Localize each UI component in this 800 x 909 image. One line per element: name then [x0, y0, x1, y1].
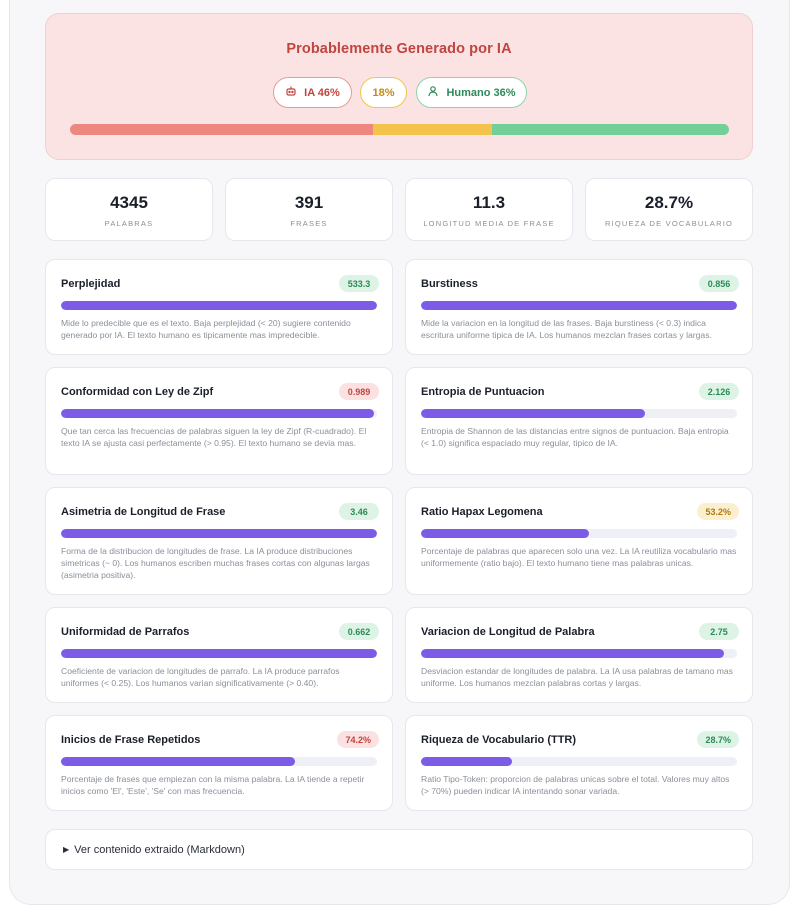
metric-fill [421, 301, 737, 310]
metric-value-badge: 0.989 [339, 383, 379, 400]
human-score-pill: Humano 36% [416, 77, 527, 108]
metric-card-hapax: Ratio Hapax Legomena 53.2% Porcentaje de… [405, 487, 753, 595]
extracted-content-toggle[interactable]: ▶ Ver contenido extraido (Markdown) [45, 829, 753, 870]
metric-description: Coeficiente de variacion de longitudes d… [61, 666, 340, 688]
robot-icon [285, 85, 297, 100]
extracted-content-label: Ver contenido extraido (Markdown) [74, 843, 245, 856]
metric-value-badge: 2.126 [699, 383, 739, 400]
mixed-segment [373, 124, 492, 135]
metric-card-sentence-skew: Asimetria de Longitud de Frase 3.46 Form… [45, 487, 393, 595]
metric-card-ttr: Riqueza de Vocabulario (TTR) 28.7% Ratio… [405, 715, 753, 811]
metric-description: Mide lo predecible que es el texto. Baja… [61, 318, 351, 340]
metric-card-punctuation-entropy: Entropia de Puntuacion 2.126 Entropia de… [405, 367, 753, 475]
ai-segment [70, 124, 374, 135]
metric-fill [61, 529, 377, 538]
metric-description: Forma de la distribucion de longitudes d… [61, 546, 370, 580]
metric-title: Riqueza de Vocabulario (TTR) [421, 734, 577, 746]
stat-value: 11.3 [472, 193, 506, 212]
metric-title: Inicios de Frase Repetidos [61, 734, 201, 746]
metric-description: Desviacion estandar de longitudes de pal… [421, 666, 733, 688]
verdict-card: Probablemente Generado por IA IA 46% 18%… [45, 13, 753, 160]
metric-card-zipf: Conformidad con Ley de Zipf 0.989 Que ta… [45, 367, 393, 475]
metric-description: Que tan cerca las frecuencias de palabra… [61, 426, 367, 448]
metric-fill [61, 757, 296, 766]
metric-title: Uniformidad de Parrafos [61, 626, 190, 638]
metric-track [421, 757, 737, 766]
stat-words: 4345 PALABRAS [45, 178, 213, 241]
metric-value-badge: 74.2% [337, 731, 379, 748]
metric-title: Variacion de Longitud de Palabra [421, 626, 595, 638]
mixed-score-label: 18% [372, 86, 395, 99]
metric-title: Asimetria de Longitud de Frase [61, 506, 226, 518]
metric-value-badge: 28.7% [697, 731, 739, 748]
verdict-title: Probablemente Generado por IA [286, 41, 512, 57]
metric-fill [61, 409, 374, 418]
metric-card-paragraph-uniformity: Uniformidad de Parrafos 0.662 Coeficient… [45, 607, 393, 703]
metric-title: Entropia de Puntuacion [421, 386, 545, 398]
metric-card-burstiness: Burstiness 0.856 Mide la variacion en la… [405, 259, 753, 355]
metric-description: Mide la variacion en la longitud de las … [421, 318, 712, 340]
metric-track [61, 301, 377, 310]
metric-fill [421, 529, 590, 538]
stat-label: PALABRAS [104, 219, 154, 228]
metric-value-badge: 0.662 [339, 623, 379, 640]
metric-track [421, 649, 737, 658]
stat-value: 391 [294, 193, 324, 212]
metric-value-badge: 0.856 [699, 275, 739, 292]
metric-value-badge: 2.75 [699, 623, 739, 640]
metric-card-word-length-variation: Variacion de Longitud de Palabra 2.75 De… [405, 607, 753, 703]
stat-value: 4345 [110, 193, 148, 212]
metric-title: Burstiness [421, 278, 478, 290]
metric-card-repeated-starts: Inicios de Frase Repetidos 74.2% Porcent… [45, 715, 393, 811]
metric-track [421, 409, 737, 418]
metric-value-badge: 3.46 [339, 503, 379, 520]
user-icon [427, 85, 439, 100]
metric-fill [421, 757, 512, 766]
metric-description: Ratio Tipo-Token: proporcion de palabras… [421, 774, 730, 796]
score-distribution-bar [70, 124, 729, 135]
metric-fill [61, 301, 377, 310]
metric-title: Ratio Hapax Legomena [421, 506, 543, 518]
metric-title: Perplejidad [61, 278, 121, 290]
ai-score-pill: IA 46% [273, 77, 352, 108]
mixed-score-pill: 18% [360, 77, 407, 108]
stat-label: LONGITUD MEDIA DE FRASE [423, 219, 555, 228]
metric-description: Porcentaje de palabras que aparecen solo… [421, 546, 737, 568]
stat-vocabulary-richness: 28.7% RIQUEZA DE VOCABULARIO [585, 178, 753, 241]
metric-track [61, 529, 377, 538]
metric-value-badge: 53.2% [697, 503, 739, 520]
metric-track [61, 409, 377, 418]
stat-label: RIQUEZA DE VOCABULARIO [604, 219, 734, 228]
metric-description: Entropia de Shannon de las distancias en… [421, 426, 729, 448]
metric-card-perplexity: Perplejidad 533.3 Mide lo predecible que… [45, 259, 393, 355]
metric-fill [61, 649, 377, 658]
metric-track [61, 757, 377, 766]
metric-fill [421, 649, 725, 658]
metric-track [421, 301, 737, 310]
stat-value: 28.7% [644, 193, 694, 212]
stat-sentences: 391 FRASES [225, 178, 393, 241]
metric-fill [421, 409, 646, 418]
caret-right-icon: ▶ [63, 845, 70, 854]
stat-label: FRASES [290, 219, 328, 228]
ai-score-label: IA 46% [304, 86, 340, 99]
metric-track [61, 649, 377, 658]
metric-description: Porcentaje de frases que empiezan con la… [61, 774, 365, 796]
metric-value-badge: 533.3 [339, 275, 379, 292]
metric-track [421, 529, 737, 538]
metric-title: Conformidad con Ley de Zipf [61, 386, 214, 398]
human-segment [491, 124, 729, 135]
stat-avg-sentence-length: 11.3 LONGITUD MEDIA DE FRASE [405, 178, 573, 241]
human-score-label: Humano 36% [446, 86, 516, 99]
